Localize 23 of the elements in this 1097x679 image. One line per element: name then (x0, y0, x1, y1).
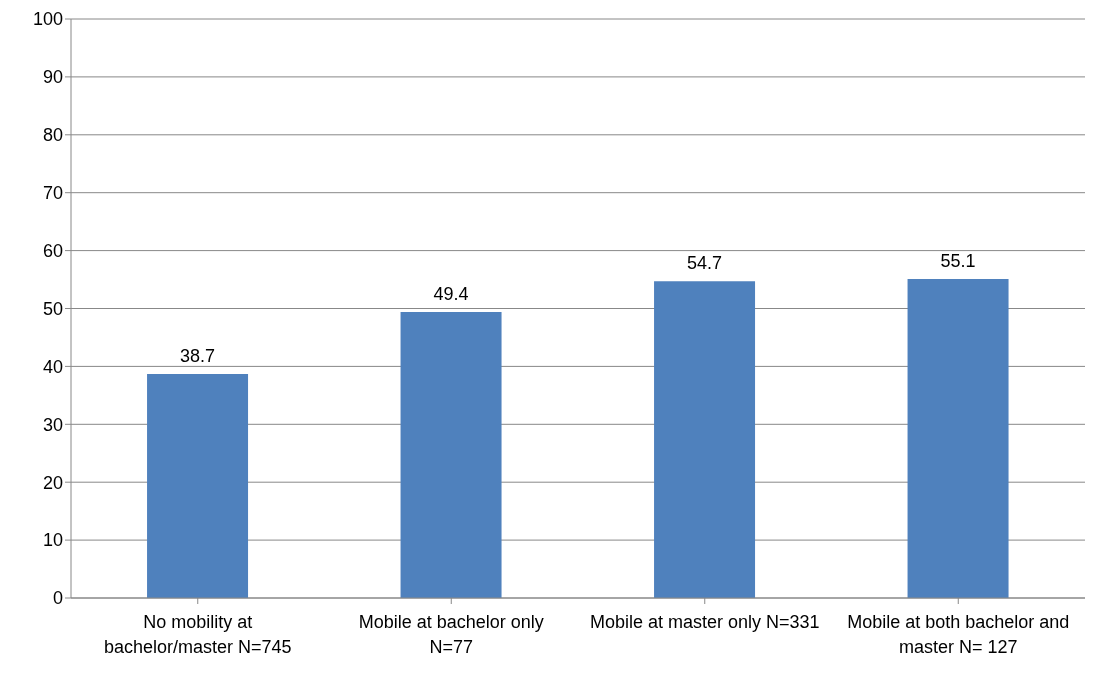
x-tick-label: Mobile at master only N=331 (589, 612, 820, 632)
y-tick-label: 60 (42, 240, 63, 261)
x-tick-label: No mobility at bachelor/master N=745 (103, 612, 292, 657)
y-tick-label: 100 (32, 9, 63, 30)
bar (907, 278, 1009, 598)
x-tick-label: Mobile at both bachelor and master N= 127 (847, 612, 1070, 657)
y-tick-label: 50 (42, 298, 63, 319)
y-tick-label: 90 (42, 67, 63, 88)
data-label: 38.7 (180, 345, 216, 366)
y-tick-label: 70 (42, 183, 63, 204)
bar (147, 373, 249, 598)
y-tick-label: 20 (42, 472, 63, 493)
y-tick-label: 30 (42, 414, 63, 435)
y-tick-label: 80 (42, 125, 63, 146)
data-label: 54.7 (687, 253, 723, 274)
y-tick-label: 0 (52, 588, 63, 609)
data-label: 55.1 (940, 250, 976, 271)
x-tick-label: Mobile at bachelor only N=77 (358, 612, 544, 657)
bar (654, 281, 756, 598)
bar (400, 311, 502, 598)
y-tick-label: 10 (42, 530, 63, 551)
y-tick-label: 40 (42, 356, 63, 377)
data-label: 49.4 (433, 283, 469, 304)
